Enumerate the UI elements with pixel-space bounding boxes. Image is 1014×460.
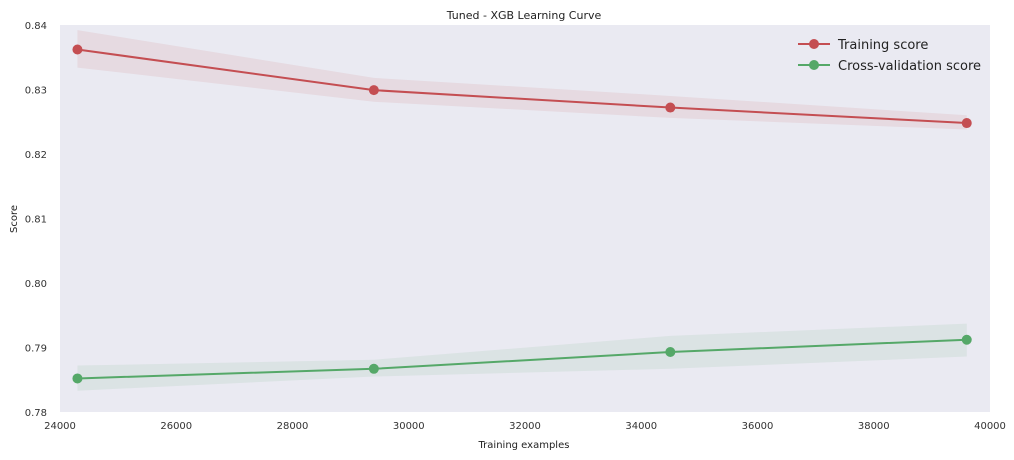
x-tick-label: 40000 bbox=[974, 421, 1006, 432]
legend-label-1: Cross-validation score bbox=[838, 59, 981, 74]
band-series-1 bbox=[77, 323, 967, 391]
y-tick-label: 0.80 bbox=[25, 279, 47, 290]
point-series-1-1 bbox=[368, 363, 379, 374]
x-tick-label: 26000 bbox=[160, 421, 192, 432]
legend-marker-1 bbox=[809, 60, 819, 70]
chart-title: Tuned - XGB Learning Curve bbox=[446, 9, 602, 22]
legend-marker-0 bbox=[809, 39, 819, 49]
x-tick-label: 34000 bbox=[625, 421, 657, 432]
point-series-1-3 bbox=[961, 334, 972, 345]
y-tick-label: 0.83 bbox=[25, 86, 47, 97]
legend-label-0: Training score bbox=[837, 38, 928, 53]
x-tick-label: 28000 bbox=[277, 421, 309, 432]
line-series-0 bbox=[77, 48, 967, 125]
x-tick-label: 38000 bbox=[858, 421, 890, 432]
y-axis-label: Score bbox=[9, 205, 20, 233]
x-axis-label: Training examples bbox=[478, 440, 570, 451]
x-tick-label: 30000 bbox=[393, 421, 425, 432]
point-series-0-1 bbox=[368, 85, 379, 96]
y-tick-label: 0.78 bbox=[25, 408, 47, 419]
y-tick-label: 0.82 bbox=[25, 150, 47, 161]
band-series-0 bbox=[77, 30, 967, 130]
x-tick-label: 36000 bbox=[742, 421, 774, 432]
legend: Training score Cross-validation score bbox=[798, 38, 981, 74]
plot-area bbox=[60, 25, 990, 412]
line-series-1 bbox=[77, 338, 967, 380]
y-tick-label: 0.84 bbox=[25, 21, 47, 32]
x-tick-label: 32000 bbox=[509, 421, 541, 432]
point-series-1-2 bbox=[665, 347, 676, 358]
y-tick-label: 0.79 bbox=[25, 344, 47, 355]
point-series-0-3 bbox=[961, 118, 972, 129]
x-tick-label: 24000 bbox=[44, 421, 76, 432]
y-tick-label: 0.81 bbox=[25, 215, 47, 226]
point-series-1-0 bbox=[72, 373, 83, 384]
point-series-0-0 bbox=[72, 44, 83, 55]
point-series-0-2 bbox=[665, 102, 676, 113]
